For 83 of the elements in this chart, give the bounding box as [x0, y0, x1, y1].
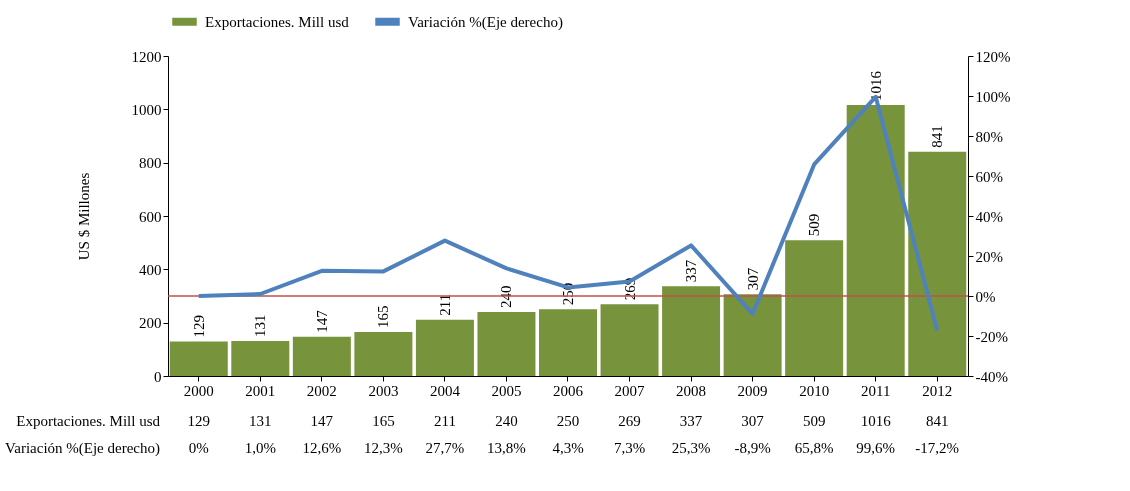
y-axis-title: US $ Millones: [75, 172, 92, 261]
bar: [908, 151, 967, 376]
x-tick-label: 2012: [922, 382, 953, 399]
data-label: -8,9%: [734, 440, 771, 456]
text: 165: [375, 305, 392, 328]
y2-tick-label: 80%: [975, 128, 1003, 145]
text: Exportaciones. Mill usd: [16, 413, 160, 429]
bar: [415, 319, 474, 376]
bar: [662, 286, 721, 376]
data-label: 1016: [860, 413, 892, 429]
y2-tick-label: -40%: [975, 368, 1008, 385]
y-tick-label: 600: [139, 208, 162, 225]
x-tick-label: 2006: [553, 382, 584, 399]
data-label: 509: [802, 413, 826, 429]
x-tick-label: 2008: [676, 382, 707, 399]
y2-tick-label: 40%: [975, 208, 1003, 225]
x-tick-label: 2004: [429, 382, 461, 399]
x-tick-label: 2003: [368, 382, 399, 399]
text: 131: [252, 314, 269, 338]
text: 841: [929, 125, 946, 148]
text: 211: [436, 293, 453, 316]
data-label: 13,8%: [487, 440, 526, 456]
data-label: 337: [679, 413, 703, 429]
data-label: 165: [372, 413, 395, 429]
bar: [600, 304, 659, 376]
text: 307: [744, 267, 761, 291]
data-label: 4,3%: [552, 440, 584, 456]
data-label: 269: [618, 413, 641, 429]
data-label: 841: [925, 413, 949, 429]
x-tick-label: 2011: [860, 382, 891, 399]
bar: [846, 105, 905, 376]
data-label: 12,3%: [364, 440, 403, 456]
text: Variación %(Eje derecho): [5, 440, 160, 456]
data-label: 27,7%: [425, 440, 465, 456]
bar: [539, 309, 597, 376]
y2-tick-label: 120%: [975, 48, 1011, 65]
y-tick-label: 1200: [131, 48, 162, 65]
legend-label: Variación %(Eje derecho): [408, 13, 563, 31]
data-label: 211: [433, 413, 456, 429]
legend-label: Exportaciones. Mill usd: [205, 13, 350, 30]
data-label: 129: [187, 413, 211, 429]
data-label: 7,3%: [613, 440, 646, 456]
data-label: 307: [741, 413, 765, 429]
data-label: 147: [310, 413, 334, 429]
text: 509: [806, 213, 823, 237]
data-label: 250: [556, 413, 580, 429]
x-tick-label: 2007: [614, 382, 646, 399]
data-label: 1,0%: [244, 440, 276, 456]
data-label: -17,2%: [915, 440, 960, 456]
text: 147: [313, 310, 330, 333]
bar: [723, 294, 782, 376]
y-tick-label: 0: [154, 368, 162, 385]
data-label: 99,6%: [856, 440, 896, 456]
data-label: 240: [495, 413, 518, 429]
bar: [477, 312, 536, 376]
x-tick-label: 2009: [737, 382, 768, 399]
bar: [231, 341, 290, 376]
bar: [354, 332, 413, 376]
bar: [785, 240, 844, 376]
data-label: 12,6%: [302, 440, 342, 456]
x-tick-label: 2000: [183, 382, 214, 399]
y2-tick-label: 60%: [975, 168, 1003, 185]
text: 129: [190, 315, 207, 338]
x-tick-label: 2010: [799, 382, 830, 399]
data-label: 131: [249, 413, 272, 429]
x-tick-label: 2001: [245, 382, 276, 399]
y-tick-label: 200: [139, 315, 162, 332]
x-tick-label: 2002: [306, 382, 337, 399]
text: 337: [683, 259, 700, 283]
y2-tick-label: 20%: [975, 248, 1003, 265]
bar: [169, 341, 228, 376]
data-label: 25,3%: [671, 440, 711, 456]
y-tick-label: 400: [139, 261, 162, 278]
data-label: 65,8%: [794, 440, 834, 456]
y2-tick-label: 100%: [975, 88, 1011, 105]
y2-tick-label: -20%: [975, 328, 1008, 345]
y2-tick-label: 0%: [975, 288, 996, 305]
y-tick-label: 800: [139, 155, 162, 172]
y-tick-label: 1000: [131, 101, 162, 118]
x-tick-label: 2005: [491, 382, 522, 399]
text: 240: [498, 285, 515, 308]
data-label: 0%: [188, 440, 209, 456]
bar: [292, 336, 351, 376]
